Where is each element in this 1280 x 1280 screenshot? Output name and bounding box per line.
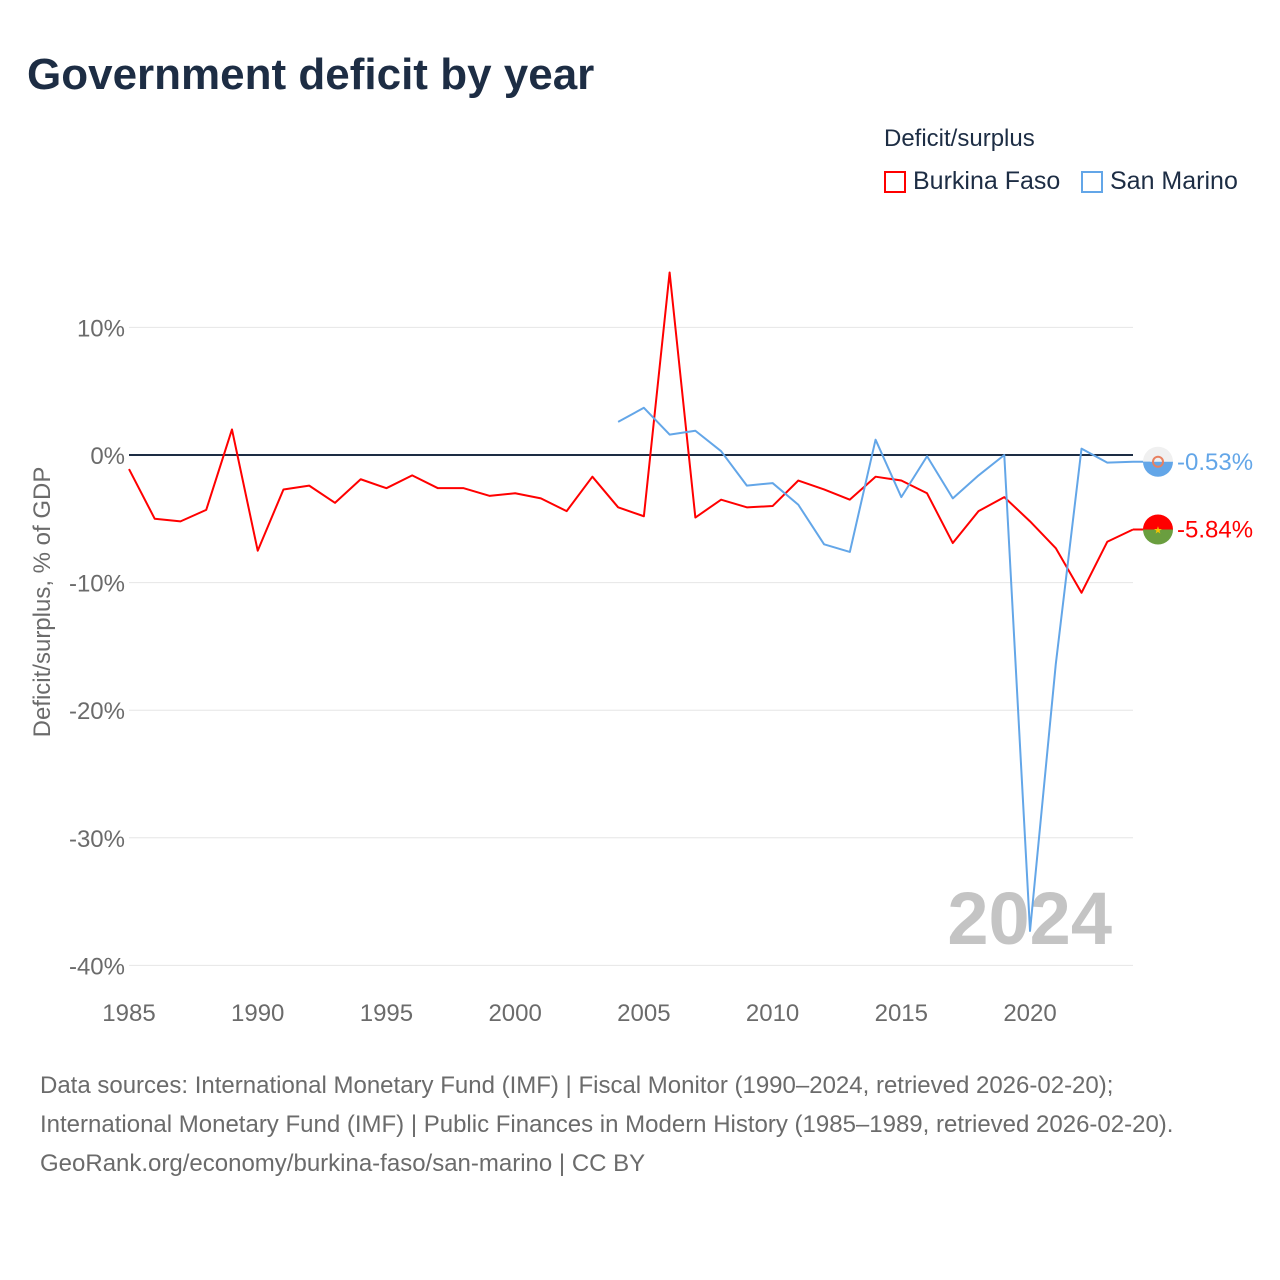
end-value-label: -5.84% <box>1177 517 1253 544</box>
flag-star-icon: ★ <box>1154 526 1163 537</box>
footer: Data sources: International Monetary Fun… <box>40 1066 1240 1183</box>
x-tick-label: 2010 <box>746 1000 799 1027</box>
y-tick-label: -30% <box>69 826 125 853</box>
legend-swatch <box>884 170 906 193</box>
y-tick-label: -20% <box>69 698 125 725</box>
legend-item-burkina-faso[interactable]: Burkina Faso <box>884 167 1060 196</box>
chart-title: Government deficit by year <box>27 50 595 99</box>
flag-san-marino-icon <box>1143 461 1173 477</box>
legend-title: Deficit/surplus <box>884 125 1035 152</box>
flag-burkina-faso-icon <box>1143 529 1173 545</box>
legend-label: Burkina Faso <box>913 167 1061 195</box>
flag-burkina-faso-icon <box>1143 514 1173 530</box>
x-tick-label: 1985 <box>102 1000 155 1027</box>
legend-swatch <box>1081 170 1103 193</box>
flag-san-marino-icon <box>1143 446 1173 462</box>
x-tick-label: 1990 <box>231 1000 284 1027</box>
x-tick-label: 2015 <box>875 1000 928 1027</box>
series-line-burkina-faso <box>128 271 1134 594</box>
y-tick-label: -10% <box>69 571 125 598</box>
y-tick-label: -40% <box>69 953 125 980</box>
flag-emblem-icon <box>1152 455 1164 468</box>
y-axis-label: Deficit/surplus, % of GDP <box>29 467 56 738</box>
y-tick-label: 10% <box>77 315 125 342</box>
credit-link[interactable]: GeoRank.org/economy/burkina-faso/san-mar… <box>40 1150 646 1177</box>
x-tick-label: 2005 <box>617 1000 670 1027</box>
series-line-san-marino <box>617 406 1134 932</box>
x-tick-label: 2000 <box>488 1000 541 1027</box>
x-tick-label: 1995 <box>360 1000 413 1027</box>
y-tick-label: 0% <box>90 443 125 470</box>
end-value-label: -0.53% <box>1177 449 1253 476</box>
x-tick-label: 2020 <box>1003 1000 1056 1027</box>
data-sources: Data sources: International Monetary Fun… <box>40 1072 1174 1138</box>
legend-item-san-marino[interactable]: San Marino <box>1081 167 1238 196</box>
legend-label: San Marino <box>1110 167 1238 195</box>
